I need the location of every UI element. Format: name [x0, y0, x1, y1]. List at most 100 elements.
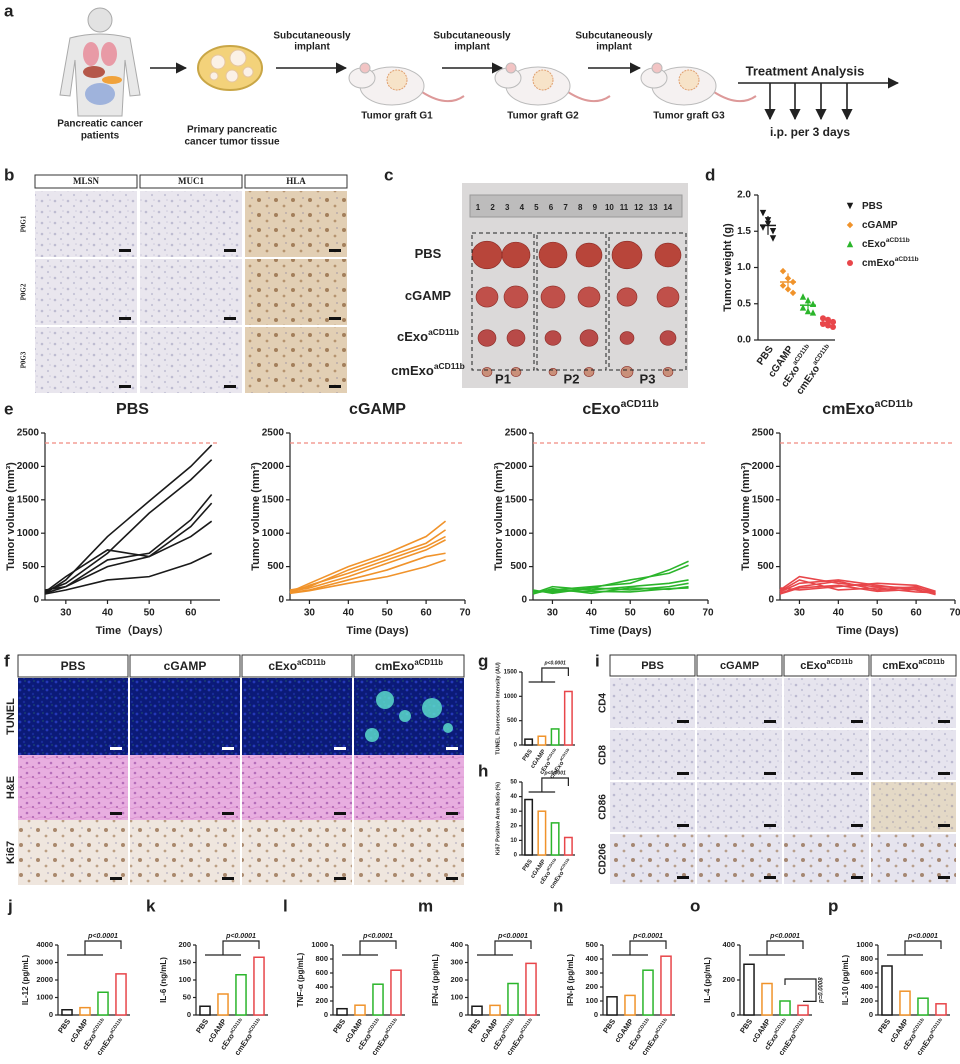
row-label: Ki67	[5, 841, 17, 864]
group-label: PBS	[876, 1017, 892, 1035]
y-axis-label: Tumor volume (mm³)	[5, 462, 17, 571]
bar	[354, 1004, 366, 1016]
bar	[917, 997, 929, 1016]
group-name: PBS	[522, 859, 534, 873]
caption-line: implant	[294, 42, 330, 53]
y-tick-label: 50	[183, 992, 191, 1001]
micrograph-texture	[784, 730, 869, 780]
column-header-box	[244, 174, 348, 189]
column-header-box	[129, 654, 241, 678]
apoptotic-signal	[399, 710, 411, 722]
caption-line: Subcutaneously	[273, 31, 351, 42]
apoptotic-signal	[443, 723, 453, 733]
y-tick-label: 10	[510, 838, 517, 844]
y-tick-label: 0	[187, 1010, 191, 1019]
row-label: H&E	[5, 776, 17, 799]
panel-label: g	[478, 651, 488, 670]
scale-bar	[224, 317, 236, 320]
y-axis-label: IFN-α (pg/mL)	[431, 954, 440, 1006]
p-value: p<0.0001	[769, 933, 800, 940]
group-superscript: aCD11b	[558, 746, 571, 761]
group-name: cmExo	[882, 660, 918, 672]
x-tick-label: 60	[185, 608, 197, 619]
micrograph-texture	[697, 782, 782, 832]
bar	[471, 1005, 483, 1016]
y-tick-label: 50	[510, 780, 517, 786]
passage-label: P3	[640, 371, 656, 386]
mouse-tail	[421, 91, 465, 103]
caption-line: patients	[81, 131, 120, 142]
group-name: cGAMP	[862, 220, 898, 231]
group-label: PBS	[862, 201, 883, 212]
y-tick-label: 1000	[504, 694, 518, 700]
bar	[524, 798, 534, 856]
mouse-ear	[505, 62, 517, 74]
scale-bar	[224, 249, 236, 252]
group-superscript: aCD11b	[518, 1017, 533, 1035]
group-name: PBS	[641, 660, 664, 672]
group-name: PBS	[738, 1017, 754, 1035]
scale-bar	[446, 877, 458, 880]
y-tick-label: 2000	[752, 461, 775, 472]
significance-bracket	[67, 940, 122, 956]
y-axis-label: Tumor volume (mm³)	[740, 462, 752, 571]
column-header-box	[609, 654, 696, 677]
growth-line	[44, 444, 213, 594]
group-name: cGAMP	[720, 660, 759, 672]
y-tick-label: 0	[278, 595, 284, 606]
row-label: P0G1	[20, 215, 28, 232]
group-name: PBS	[876, 1017, 892, 1035]
y-tick-label: 0.5	[737, 298, 751, 309]
group-superscript: aCD11b	[428, 327, 459, 337]
y-tick-label: 0	[768, 595, 774, 606]
group-name: PBS	[522, 749, 534, 763]
petri-dish	[197, 45, 263, 91]
y-tick-label: 1500	[752, 494, 775, 505]
tumor	[544, 330, 562, 346]
p-value: p<0.0001	[632, 933, 663, 940]
group-label: cExoaCD11b	[862, 237, 910, 249]
caption-line: Subcutaneously	[433, 31, 511, 42]
y-tick-label: 0.0	[737, 335, 751, 346]
graft-label: Tumor graft G2	[507, 111, 579, 122]
row-label: P0G2	[20, 283, 28, 300]
group-superscript: aCD11b	[635, 1017, 650, 1035]
scale-bar	[446, 812, 458, 815]
ruler-number: 13	[649, 203, 658, 212]
tumor	[654, 242, 682, 268]
y-tick-label: 200	[178, 940, 191, 949]
group-label: PBS	[116, 401, 149, 418]
growth-line	[532, 564, 689, 595]
y-tick-label: 0	[514, 853, 518, 859]
scale-bar	[222, 812, 234, 815]
group-name: PBS	[61, 659, 86, 673]
group-superscript: aCD11b	[792, 343, 811, 367]
data-point	[759, 209, 767, 217]
y-tick-label: 1000	[856, 940, 873, 949]
ruler-number: 5	[534, 203, 539, 212]
y-tick-label: 0	[49, 1010, 53, 1019]
x-axis-label: Time（Days）	[96, 624, 170, 637]
y-tick-label: 2500	[505, 428, 528, 439]
growth-line	[779, 584, 936, 596]
group-label: cmExoaCD11b	[862, 256, 919, 268]
micrograph-texture	[697, 730, 782, 780]
ruler-number: 6	[549, 203, 554, 212]
group-label: PBS	[194, 1017, 210, 1035]
data-point	[809, 300, 817, 307]
y-tick-label: 0	[594, 1010, 598, 1019]
group-label: cmExoaCD11b	[391, 361, 465, 378]
y-tick-label: 30	[510, 809, 517, 815]
y-tick-label: 4000	[36, 940, 53, 949]
y-tick-label: 100	[585, 996, 598, 1005]
p-value: p<0.0001	[497, 933, 528, 940]
caption-line: Primary pancreatic	[187, 125, 277, 136]
ruler-number: 14	[663, 203, 672, 212]
lung	[83, 42, 99, 66]
data-point	[846, 240, 854, 248]
group-label: PBS	[522, 749, 534, 763]
column-header: MLSN	[73, 176, 100, 186]
panel-label: h	[478, 761, 488, 780]
x-tick-label: 40	[833, 608, 845, 619]
